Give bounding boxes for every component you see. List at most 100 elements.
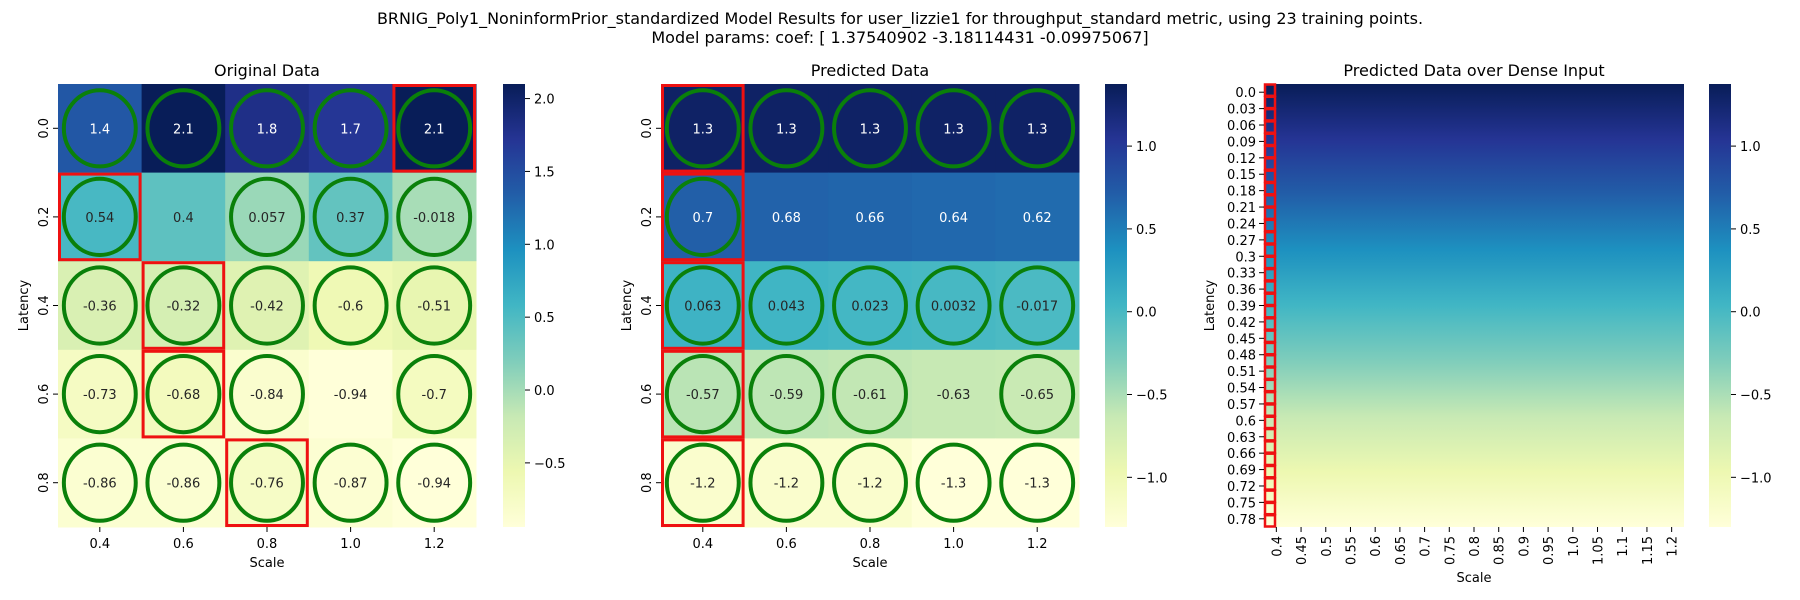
heatmap-cell: [911, 349, 996, 439]
cell-value-label: 0.7: [692, 211, 713, 226]
heatmap-cell: [308, 438, 393, 528]
x-axis-label: Scale: [1457, 571, 1492, 586]
figure-title-line2: Model params: coef: [ 1.37540902 -3.1811…: [651, 28, 1148, 47]
heatmap-cell: [828, 172, 913, 262]
colorbar-tick-label: 0.5: [534, 311, 555, 326]
cell-value-label: -0.76: [250, 477, 284, 492]
y-tick-label: 0.66: [1227, 447, 1256, 462]
x-tick-label: 0.8: [860, 537, 881, 552]
cell-value-label: 1.8: [257, 122, 278, 137]
heatmap-cell: [225, 84, 310, 174]
cell-value-label: -0.73: [83, 388, 117, 403]
cell-value-label: 1.3: [692, 122, 713, 137]
x-tick-label: 0.4: [1270, 536, 1285, 557]
colorbar-tick-label: 0.5: [1740, 223, 1761, 238]
cell-value-label: 1.3: [776, 122, 797, 137]
figure-title-line1: BRNIG_Poly1_NoninformPrior_standardized …: [377, 9, 1423, 29]
y-tick-label: 0.75: [1227, 496, 1256, 511]
cell-value-label: 0.023: [851, 300, 888, 315]
colorbar-tick-label: 1.0: [1136, 140, 1157, 155]
training-point-circle: [748, 265, 825, 346]
cell-value-label: 1.3: [860, 122, 881, 137]
training-point-circle: [61, 176, 138, 257]
cell-value-label: -0.94: [334, 388, 368, 403]
x-tick-label: 1.05: [1592, 536, 1607, 565]
training-point-circle: [664, 354, 741, 435]
cell-value-label: -0.59: [770, 388, 804, 403]
colorbar-tick-label: 2.0: [534, 93, 555, 108]
cell-value-label: 0.54: [85, 211, 114, 226]
heatmap-cell: [392, 172, 477, 262]
cell-value-label: 0.057: [248, 211, 285, 226]
heatmap-cell: [661, 438, 746, 528]
heatmap-cell: [911, 172, 996, 262]
x-tick-label: 1.2: [424, 537, 445, 552]
y-tick-label: 0.0: [1235, 86, 1256, 101]
cell-value-label: 0.043: [768, 300, 805, 315]
cell-value-label: -1.2: [690, 477, 715, 492]
y-tick-label: 0.72: [1227, 480, 1256, 495]
colorbar-tick-label: −1.0: [1136, 471, 1168, 486]
colorbar-tick-label: −1.0: [1740, 471, 1772, 486]
cell-value-label: -0.018: [413, 211, 455, 226]
cell-value-label: 1.3: [1027, 122, 1048, 137]
y-tick-label: 0.4: [37, 295, 52, 316]
heatmap-cell: [995, 349, 1080, 439]
y-tick-label: 0.03: [1227, 103, 1256, 118]
x-tick-label: 0.8: [257, 537, 278, 552]
cell-value-label: 2.1: [424, 122, 445, 137]
cell-value-label: -0.51: [417, 300, 451, 315]
y-tick-label: 0.48: [1227, 349, 1256, 364]
y-tick-label: 0.12: [1227, 152, 1256, 167]
training-point-circle: [145, 88, 222, 169]
cell-value-label: -0.017: [1016, 300, 1058, 315]
training-point-circle: [61, 442, 138, 523]
cell-value-label: 0.0032: [931, 300, 977, 315]
y-tick-label: 0.54: [1227, 382, 1256, 397]
y-tick-label: 0.24: [1227, 217, 1256, 232]
heatmap-cell: [308, 349, 393, 439]
training-point-circle: [832, 442, 908, 523]
cell-value-label: -0.87: [334, 477, 368, 492]
cell-value-label: 0.68: [772, 211, 801, 226]
heatmap-cell: [661, 349, 746, 439]
x-tick-label: 0.45: [1295, 536, 1310, 565]
y-tick-label: 0.27: [1227, 234, 1256, 249]
cell-value-label: 1.7: [340, 122, 361, 137]
training-point-circle: [312, 442, 389, 523]
heatmap-cell: [141, 84, 226, 174]
training-point-circle: [396, 354, 473, 435]
heatmap-cell: [308, 172, 393, 262]
colorbar-tick-label: −0.5: [1740, 389, 1772, 404]
training-point-circle: [312, 176, 389, 257]
x-tick-label: 1.0: [340, 537, 361, 552]
training-point-circle: [748, 354, 825, 435]
training-point-circle: [748, 442, 825, 523]
training-point-circle: [145, 265, 222, 346]
highlight-box: [661, 438, 745, 527]
training-point-circle: [396, 265, 473, 346]
y-tick-label: 0.6: [37, 384, 52, 405]
y-tick-label: 0.2: [640, 207, 655, 228]
x-tick-label: 0.95: [1542, 536, 1557, 565]
training-point-circle: [832, 265, 908, 346]
heatmap-cell: [995, 172, 1080, 262]
x-tick-label: 1.1: [1616, 536, 1631, 557]
y-tick-label: 0.33: [1227, 267, 1256, 282]
heatmap-cell: [58, 172, 143, 262]
colorbar-tick-label: 0.0: [1136, 306, 1157, 321]
highlight-box: [58, 172, 142, 262]
x-axis-label: Scale: [853, 556, 888, 571]
training-point-circle: [312, 265, 389, 346]
heatmap-cell: [911, 261, 996, 351]
y-tick-label: 0.8: [37, 472, 52, 493]
x-tick-label: 0.4: [89, 537, 110, 552]
cell-value-label: -1.3: [941, 477, 966, 492]
colorbar-tick-label: 1.0: [1740, 140, 1761, 155]
heatmap-cell: [225, 349, 310, 439]
y-tick-label: 0.39: [1227, 300, 1256, 315]
heatmap-cell: [911, 438, 996, 528]
cell-value-label: 1.4: [89, 122, 110, 137]
training-point-circle: [312, 88, 389, 169]
